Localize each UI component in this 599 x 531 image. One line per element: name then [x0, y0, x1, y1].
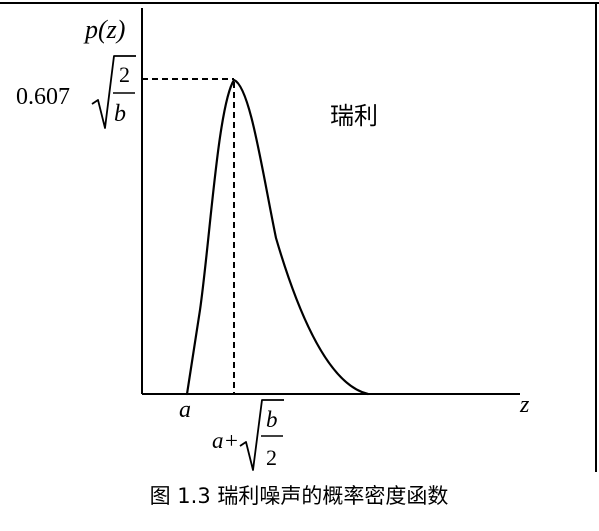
peak-value-label: 0.607 2 b: [16, 55, 136, 129]
rayleigh-curve: [185, 78, 370, 396]
x-origin-label: a: [179, 397, 191, 423]
peak-radical-numerator: 2: [119, 62, 130, 87]
peak-radical-denominator: b: [114, 101, 126, 127]
mode-value-label: a+ b 2: [212, 399, 284, 471]
curve-label: 瑞利: [330, 102, 378, 130]
peak-radical-sign: [91, 55, 136, 129]
right-border: [595, 2, 597, 472]
mode-radical-sign: [239, 399, 284, 471]
top-border: [0, 2, 599, 4]
figure-caption: 图 1.3 瑞利噪声的概率密度函数: [150, 484, 449, 508]
mode-radical-denominator: 2: [266, 445, 277, 470]
y-axis-label: p(z): [83, 15, 125, 44]
x-axis-label: z: [519, 392, 530, 418]
mode-prefix: a+: [212, 428, 239, 453]
peak-coefficient: 0.607: [16, 84, 70, 110]
mode-radical-numerator: b: [266, 407, 278, 432]
